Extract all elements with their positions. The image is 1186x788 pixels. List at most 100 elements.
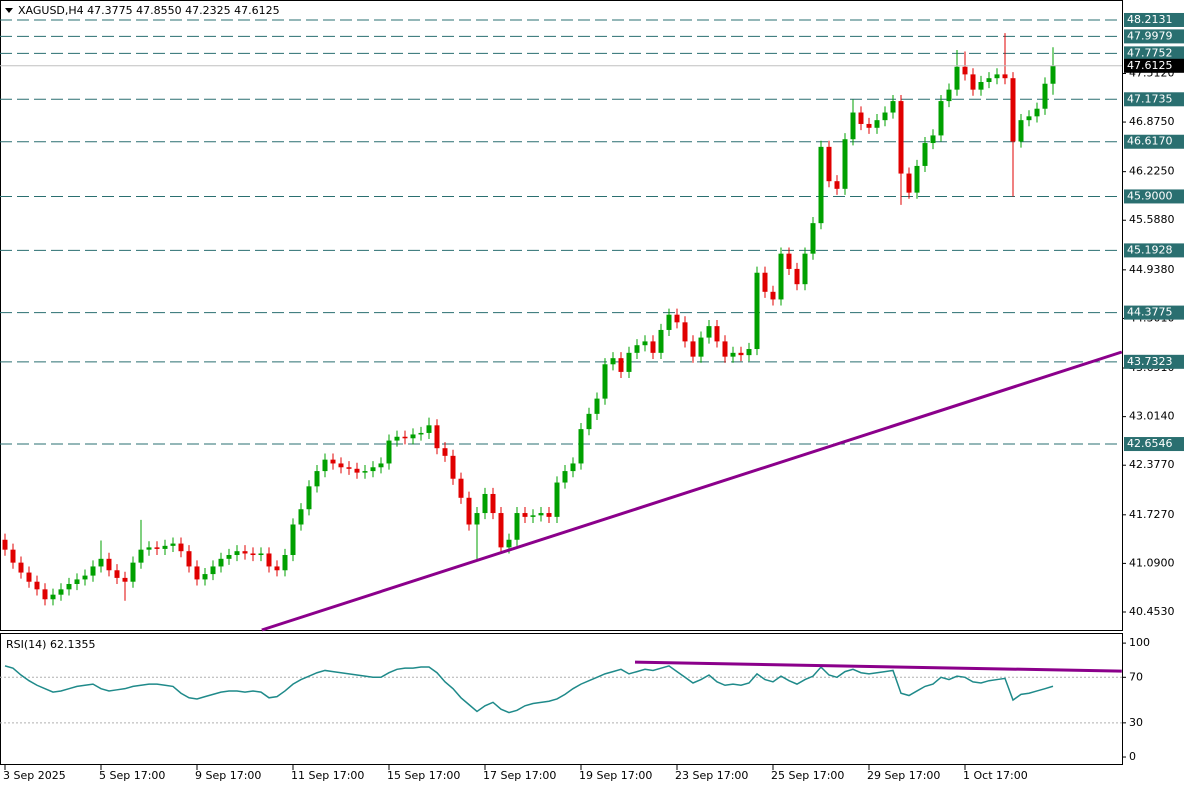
level-tag <box>1124 437 1184 452</box>
candle-body <box>754 272 760 350</box>
candle-body <box>834 181 840 189</box>
x-tick-label: 29 Sep 17:00 <box>867 769 940 782</box>
y-tick-label: 30 <box>1129 716 1143 729</box>
candle-body <box>50 594 56 600</box>
rsi-panel <box>0 633 1123 765</box>
candle-body <box>714 326 720 342</box>
candle-body <box>634 345 640 353</box>
level-label: 47.7752 <box>1127 46 1173 59</box>
level-label: 48.2131 <box>1127 13 1173 26</box>
y-tick-label: 40.4530 <box>1129 605 1175 618</box>
trendline <box>261 350 1123 632</box>
candle-body <box>282 555 288 571</box>
candle-body <box>1050 65 1056 84</box>
y-tick-label: 43.0140 <box>1129 410 1175 423</box>
candle-body <box>106 558 112 571</box>
y-tick-label: 46.8750 <box>1129 115 1175 128</box>
candle-body <box>298 509 304 525</box>
candle-body <box>386 440 392 464</box>
candle-body <box>34 581 40 590</box>
candle-body <box>938 101 944 136</box>
candle-body <box>1018 120 1024 142</box>
candle-body <box>1042 83 1048 109</box>
candle-body <box>642 341 648 346</box>
candle-body <box>586 413 592 430</box>
candle-body <box>810 223 816 254</box>
last-open: 47.3775 <box>87 4 133 17</box>
candle-body <box>666 314 672 330</box>
candle-body <box>122 577 128 582</box>
candle-body <box>378 463 384 468</box>
candle-body <box>290 524 296 556</box>
candle-body <box>306 486 312 510</box>
x-tick-label: 23 Sep 17:00 <box>675 769 748 782</box>
candle-body <box>362 471 368 473</box>
candle-body <box>450 455 456 479</box>
y-tick-label: 44.9380 <box>1129 263 1175 276</box>
candle-body <box>1002 74 1008 79</box>
rsi-title: RSI(14) <box>6 638 46 651</box>
candle-body <box>954 66 960 90</box>
last-close: 47.6125 <box>234 4 280 17</box>
candle-body <box>234 551 240 556</box>
level-label: 47.9979 <box>1127 29 1173 42</box>
candle-body <box>906 173 912 193</box>
candle-body <box>202 574 208 580</box>
candle-body <box>746 349 752 356</box>
level-tag <box>1124 46 1184 61</box>
candle-body <box>314 471 320 487</box>
candle-body <box>722 341 728 357</box>
candle-body <box>970 74 976 90</box>
candle-body <box>250 553 256 556</box>
candle-body <box>538 513 544 516</box>
candle-body <box>434 425 440 449</box>
candle-body <box>426 425 432 433</box>
candle-body <box>18 562 24 573</box>
candle-body <box>826 146 832 182</box>
candle-body <box>114 570 120 578</box>
x-tick-label: 25 Sep 17:00 <box>771 769 844 782</box>
candle-body <box>274 566 280 571</box>
main-panel <box>0 0 1123 631</box>
y-tick-label: 41.0900 <box>1129 556 1175 569</box>
candle-body <box>490 493 496 514</box>
level-label: 47.1735 <box>1127 92 1173 105</box>
chart-title: XAGUSD,H4 <box>18 4 84 17</box>
level-tag <box>1124 29 1184 44</box>
x-tick-label: 1 Oct 17:00 <box>963 769 1028 782</box>
level-tag <box>1124 189 1184 204</box>
x-tick-label: 11 Sep 17:00 <box>291 769 364 782</box>
candle-body <box>506 539 512 548</box>
trendline <box>634 660 1122 673</box>
candle-body <box>498 513 504 548</box>
candle-body <box>162 545 168 549</box>
candle-body <box>258 553 264 556</box>
candle-body <box>650 341 656 353</box>
candle-body <box>986 78 992 83</box>
level-label: 43.7323 <box>1127 355 1173 368</box>
candle-body <box>706 326 712 338</box>
candle-body <box>546 513 552 517</box>
x-tick-label: 19 Sep 17:00 <box>579 769 652 782</box>
x-tick-label: 3 Sep 2025 <box>3 769 66 782</box>
candle-body <box>178 543 184 552</box>
x-tick-label: 5 Sep 17:00 <box>99 769 165 782</box>
candle-body <box>138 549 144 563</box>
level-tag <box>1124 92 1184 107</box>
level-tag <box>1124 134 1184 149</box>
level-label: 44.3775 <box>1127 306 1173 319</box>
candle-body <box>994 74 1000 79</box>
candle-body <box>978 82 984 90</box>
level-tag <box>1124 243 1184 258</box>
rsi-header: RSI(14) 62.1355 <box>6 638 95 651</box>
candle-body <box>914 165 920 193</box>
candle-body <box>738 352 744 356</box>
candle-body <box>930 135 936 144</box>
candle-body <box>194 566 200 580</box>
menu-arrow <box>5 8 13 13</box>
candle-body <box>402 436 408 439</box>
candle-body <box>962 66 968 75</box>
level-tag <box>1124 12 1184 27</box>
candle-body <box>66 583 72 590</box>
level-tag <box>1124 305 1184 320</box>
